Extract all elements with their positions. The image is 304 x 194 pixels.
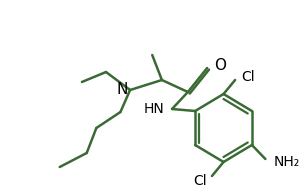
Text: O: O xyxy=(214,59,226,74)
Text: N: N xyxy=(117,82,128,98)
Text: NH₂: NH₂ xyxy=(274,155,300,169)
Text: Cl: Cl xyxy=(194,174,207,188)
Text: HN: HN xyxy=(143,102,164,116)
Text: Cl: Cl xyxy=(241,70,254,84)
